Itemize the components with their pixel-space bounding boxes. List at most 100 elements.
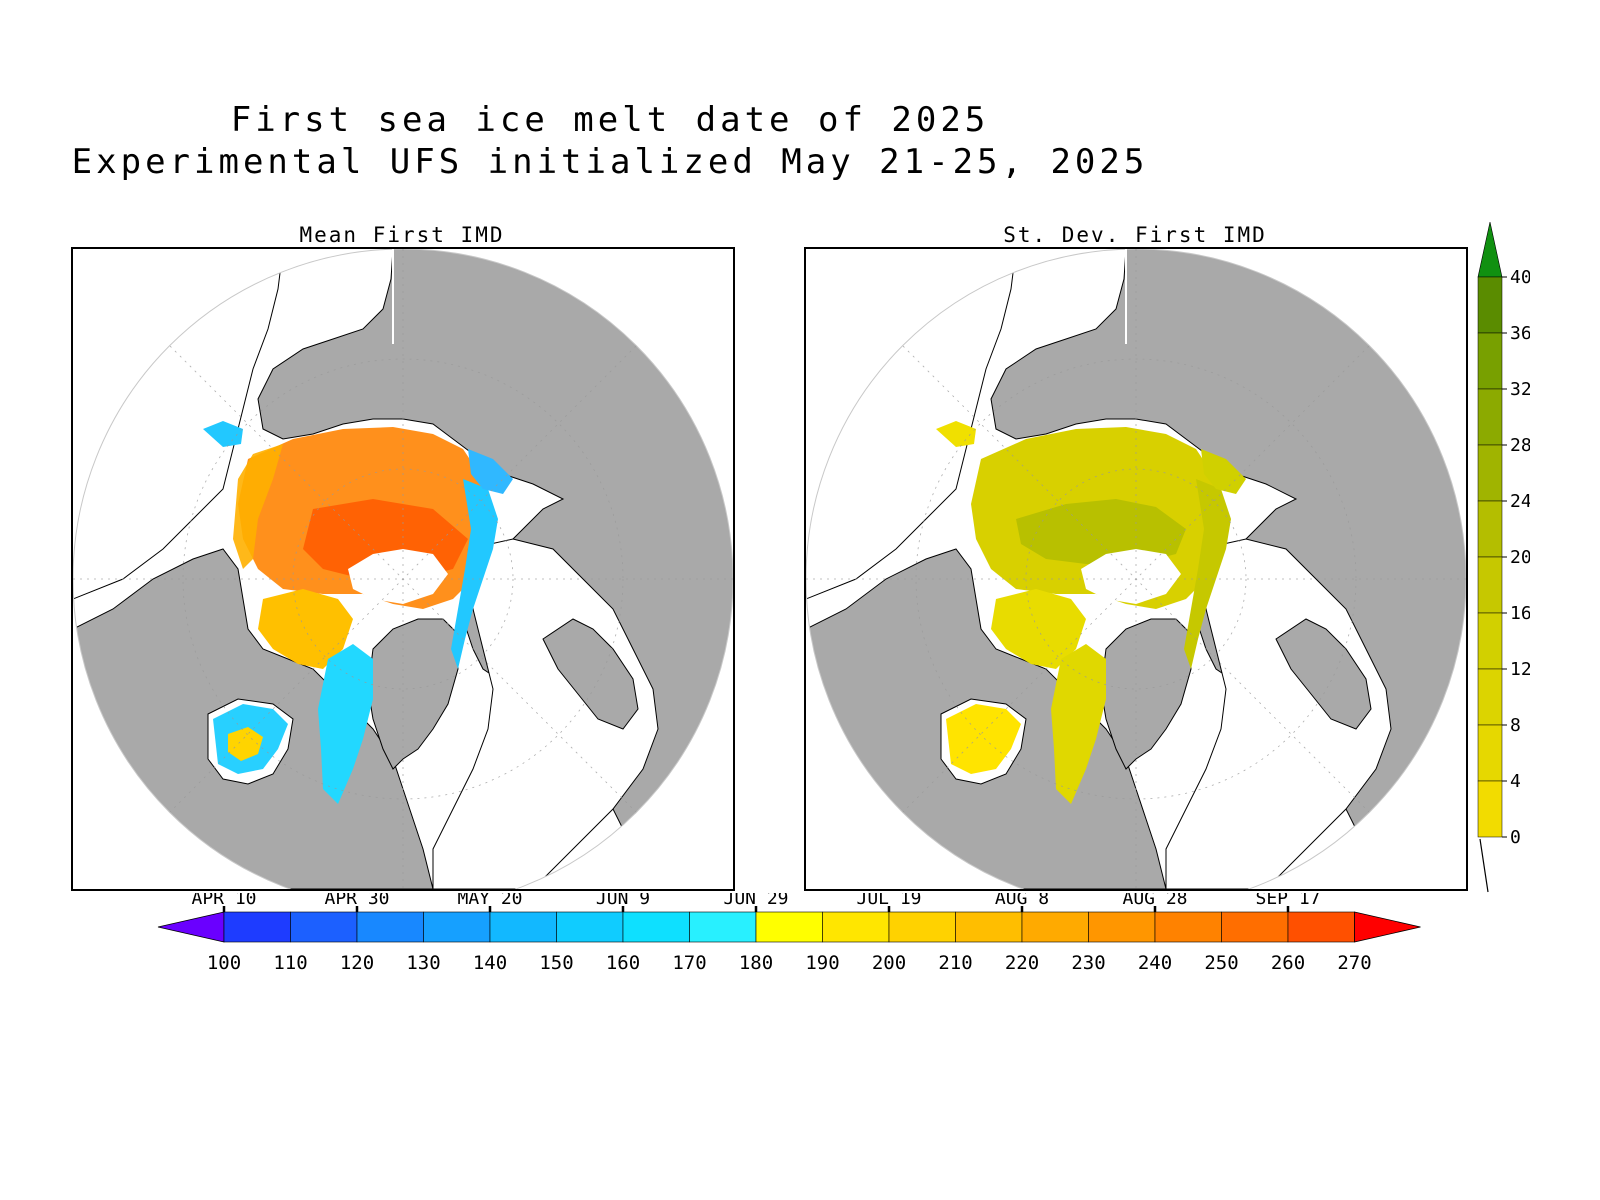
panel-title-stdev: St. Dev. First IMD xyxy=(1003,223,1267,247)
stdev-field-baffin xyxy=(1051,644,1106,804)
colorbar-value-label: 8 xyxy=(1510,715,1521,736)
colorbar-value-label: 180 xyxy=(739,952,773,974)
colorbar-value-label: 120 xyxy=(340,952,374,974)
stdev-field-east-greenland xyxy=(1184,479,1231,669)
colorbar-date-label: AUG 28 xyxy=(1122,893,1187,909)
colorbar-value-label: 20 xyxy=(1510,547,1530,568)
ocean-atlantic xyxy=(1165,538,1392,889)
colorbar-over-arrow xyxy=(1477,222,1503,278)
colorbar-value-label: 40 xyxy=(1510,267,1530,288)
colorbar-value-label: 210 xyxy=(938,952,972,974)
chart-title-line1: First sea ice melt date of 2025 xyxy=(230,100,990,140)
colorbar-value-label: 250 xyxy=(1204,952,1238,974)
colorbar-value-label: 4 xyxy=(1510,771,1521,792)
ice-field-no-melt xyxy=(348,549,448,604)
colorbar-date-label: JUL 19 xyxy=(856,893,921,909)
colorbar-value-label: 130 xyxy=(406,952,440,974)
colorbar-value-label: 32 xyxy=(1510,379,1530,400)
colorbar-segment xyxy=(622,911,690,943)
colorbar-segment xyxy=(689,911,757,943)
colorbar-segment xyxy=(556,911,624,943)
colorbar-date-label: MAY 20 xyxy=(457,893,522,909)
colorbar-value-label: 220 xyxy=(1005,952,1039,974)
ice-field-chukchi-cyan xyxy=(203,421,243,447)
stdev-field-barents xyxy=(1201,449,1246,494)
colorbar-segment xyxy=(1477,444,1503,502)
colorbar-segment xyxy=(423,911,491,943)
colorbar-date-label: APR 30 xyxy=(324,893,389,909)
land-scandinavia xyxy=(1275,618,1372,730)
colorbar-segment xyxy=(1477,780,1503,838)
colorbar-segment xyxy=(1477,668,1503,726)
colorbar-segment xyxy=(1477,388,1503,446)
land-scandinavia xyxy=(542,618,639,730)
colorbar-value-label: 230 xyxy=(1071,952,1105,974)
ice-field-yellow-orange xyxy=(233,444,283,569)
colorbar-value-label: 24 xyxy=(1510,491,1530,512)
ocean-atlantic xyxy=(432,538,659,889)
colorbar-value-label: 16 xyxy=(1510,603,1530,624)
colorbar-segment xyxy=(1088,911,1156,943)
colorbar-segment xyxy=(1477,556,1503,614)
colorbar-value-label: 36 xyxy=(1510,323,1530,344)
land-greenland xyxy=(367,618,459,770)
colorbar-right: 0 4 8 12 16 20 24 28 32 36 40 xyxy=(1477,222,1530,893)
graticule xyxy=(806,249,1466,889)
colorbar-value-label: 110 xyxy=(273,952,307,974)
stdev-field-no-melt xyxy=(1081,549,1181,604)
colorbar-segment xyxy=(1477,332,1503,390)
colorbar-segment xyxy=(223,911,291,943)
colorbar-value-label: 200 xyxy=(872,952,906,974)
colorbar-value-label: 240 xyxy=(1138,952,1172,974)
colorbar-value-label: 100 xyxy=(207,952,241,974)
stdev-field-chukchi xyxy=(936,421,976,447)
colorbar-segment xyxy=(955,911,1023,943)
colorbar-segment xyxy=(888,911,956,943)
colorbar-value-label: 12 xyxy=(1510,659,1530,680)
map-stdev xyxy=(806,249,1466,889)
colorbar-date-label: JUN 9 xyxy=(596,893,650,909)
stdev-field-archipelago xyxy=(991,589,1086,669)
graticule xyxy=(73,249,733,889)
colorbar-segment xyxy=(290,911,358,943)
ice-field-hudson-yellow xyxy=(228,727,263,761)
colorbar-segment xyxy=(1221,911,1289,943)
colorbar-segment xyxy=(1477,276,1503,334)
colorbar-value-label: 260 xyxy=(1271,952,1305,974)
map-panel-stdev xyxy=(804,247,1468,891)
colorbar-segment xyxy=(1477,612,1503,670)
colorbar-value-label: 28 xyxy=(1510,435,1530,456)
stdev-field-higher xyxy=(1016,499,1186,564)
colorbar-segment xyxy=(822,911,890,943)
colorbar-segment xyxy=(489,911,557,943)
colorbar-segment xyxy=(1477,724,1503,782)
map-mean xyxy=(73,249,733,889)
colorbar-value-label: 0 xyxy=(1510,827,1521,848)
colorbar-segment xyxy=(1287,911,1355,943)
colorbar-segment xyxy=(755,911,823,943)
land-greenland xyxy=(1100,618,1192,770)
colorbar-value-label: 140 xyxy=(473,952,507,974)
colorbar-value-label: 170 xyxy=(672,952,706,974)
ice-field-archipelago xyxy=(258,589,353,669)
colorbar-value-label: 270 xyxy=(1337,952,1371,974)
colorbar-segment xyxy=(1477,500,1503,558)
colorbar-value-label: 160 xyxy=(606,952,640,974)
colorbar-under-line xyxy=(1479,838,1489,893)
ice-field-barents xyxy=(468,449,513,494)
colorbar-date-label: JUN 29 xyxy=(723,893,788,909)
colorbar-over-arrow xyxy=(1354,911,1421,943)
chart-title-line2: Experimental UFS initialized May 21-25, … xyxy=(71,142,1149,182)
colorbar-segment xyxy=(1021,911,1089,943)
stdev-field-hudson xyxy=(946,704,1021,774)
panel-title-mean: Mean First IMD xyxy=(299,223,505,247)
colorbar-value-label: 150 xyxy=(539,952,573,974)
colorbar-segment xyxy=(356,911,424,943)
colorbar-under-arrow xyxy=(157,911,225,943)
ice-field-east-greenland xyxy=(451,479,498,669)
colorbar-date-label: AUG 8 xyxy=(995,893,1049,909)
map-panel-mean xyxy=(71,247,735,891)
colorbar-date-label: APR 10 xyxy=(191,893,256,909)
ice-field-baffin xyxy=(318,644,373,804)
colorbar-bottom: APR 10 APR 30 MAY 20 JUN 9 JUN 29 JUL 19 AUG 8… xyxy=(157,893,1421,974)
